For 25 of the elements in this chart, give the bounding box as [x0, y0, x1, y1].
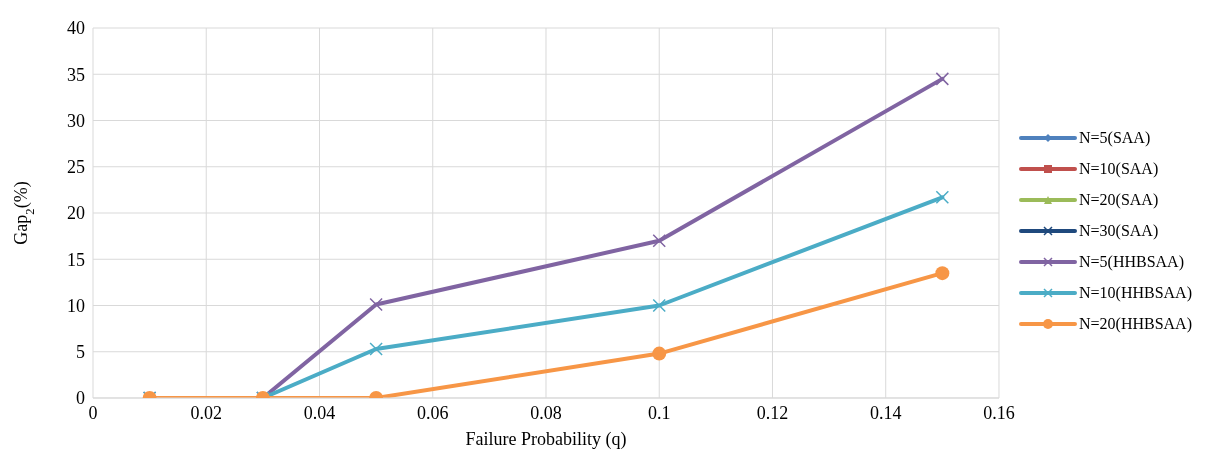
- x-tick-label: 0.08: [530, 402, 562, 423]
- legend-label: N=5(HHBSAA): [1078, 252, 1184, 271]
- y-tick-label: 20: [67, 203, 85, 224]
- x-axis-title: Failure Probability (q): [465, 429, 627, 450]
- legend-label: N=20(SAA): [1078, 190, 1159, 209]
- y-tick-label: 15: [67, 249, 85, 270]
- x-tick-label: 0.12: [756, 402, 789, 423]
- y-tick-label: 35: [67, 64, 85, 85]
- legend-label: N=10(SAA): [1078, 159, 1159, 178]
- legend-label: N=5(SAA): [1078, 128, 1151, 147]
- legend-label: N=10(HHBSAA): [1078, 283, 1192, 302]
- y-tick-label: 10: [67, 295, 85, 316]
- y-tick-label: 5: [76, 342, 85, 363]
- y-tick-label: 0: [76, 388, 85, 409]
- x-tick-label: 0.06: [416, 402, 449, 423]
- legend-label: N=30(SAA): [1078, 221, 1159, 240]
- y-tick-label: 25: [67, 157, 85, 178]
- x-tick-label: 0.16: [983, 402, 1015, 423]
- legend-label: N=20(HHBSAA): [1078, 314, 1192, 333]
- y-tick-label: 30: [67, 110, 85, 131]
- x-tick-label: 0.02: [190, 402, 222, 423]
- y-tick-label: 40: [67, 18, 85, 39]
- x-tick-label: 0.04: [303, 402, 336, 423]
- x-tick-label: 0.1: [647, 402, 671, 423]
- x-tick-label: 0.14: [869, 402, 902, 423]
